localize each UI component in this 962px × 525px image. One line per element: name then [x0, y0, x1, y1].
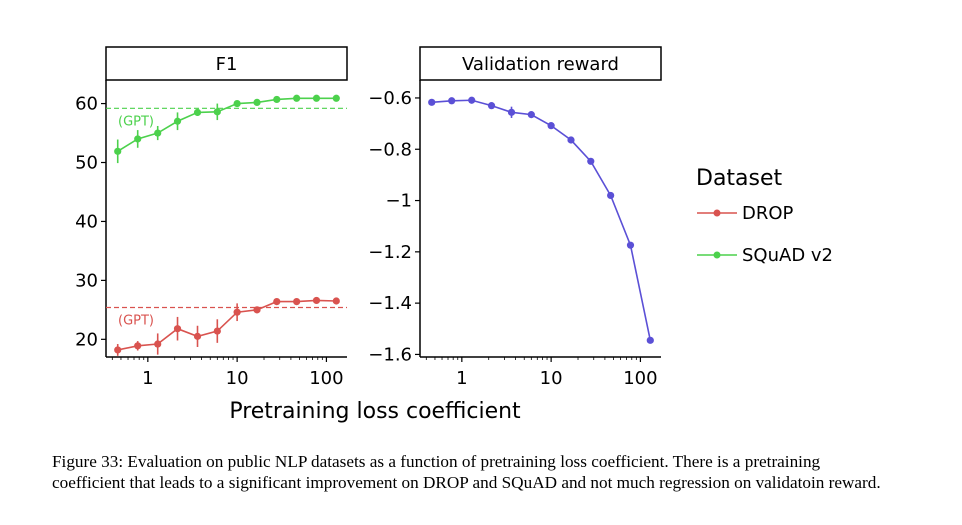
- data-point: [213, 327, 221, 335]
- data-point: [273, 298, 281, 306]
- y-tick-label: −0.6: [368, 88, 412, 109]
- data-point: [587, 157, 595, 165]
- data-point: [547, 122, 555, 130]
- data-point: [233, 308, 241, 316]
- x-tick-label: 1: [456, 368, 467, 389]
- data-point: [134, 342, 142, 350]
- y-tick-label: 50: [75, 153, 98, 174]
- data-point: [567, 136, 575, 144]
- data-point: [253, 306, 261, 314]
- y-tick-label: −0.8: [368, 139, 412, 160]
- y-tick-label: 20: [75, 329, 98, 350]
- data-point: [273, 95, 281, 104]
- y-tick-label: −1: [385, 191, 412, 212]
- gpt-reference-label: (GPT): [118, 114, 154, 129]
- data-point: [626, 241, 635, 249]
- validation-reward-title: Validation reward: [462, 54, 619, 75]
- data-point: [312, 94, 321, 102]
- data-point: [154, 340, 162, 348]
- data-point: [487, 102, 496, 110]
- data-point: [293, 94, 301, 102]
- y-tick-label: −1.2: [368, 242, 412, 263]
- data-point: [114, 147, 122, 155]
- legend-title: Dataset: [696, 166, 783, 191]
- gpt-reference-label: (GPT): [118, 313, 154, 328]
- data-point: [114, 346, 122, 354]
- data-point: [468, 96, 476, 104]
- legend-drop-label: DROP: [742, 203, 794, 224]
- x-tick-label: 1: [142, 368, 153, 389]
- data-point: [233, 99, 241, 108]
- x-axis-label: Pretraining loss coefficient: [229, 399, 521, 424]
- series-line: [431, 99, 652, 341]
- validation-reward-panel: Validation reward −0.6 −0.8 −1 −1.2 −1.4 −1.6…: [368, 46, 662, 389]
- x-tick-label: 100: [309, 368, 343, 389]
- data-point: [507, 108, 516, 116]
- figure: F1 20 30 40 50 60 1 10 100 (GPT) (GPT) Validati…: [75, 46, 833, 424]
- data-point: [213, 108, 221, 116]
- legend: Dataset DROP SQuAD v2: [696, 166, 833, 266]
- data-point: [134, 135, 142, 143]
- data-point: [646, 336, 654, 344]
- data-point: [448, 97, 456, 105]
- y-tick-label: 30: [75, 270, 98, 291]
- x-tick-label: 10: [540, 368, 563, 389]
- data-point: [193, 108, 202, 117]
- y-tick-label: 60: [75, 94, 98, 115]
- data-point: [193, 332, 202, 340]
- data-point: [332, 94, 340, 102]
- data-point: [332, 297, 340, 305]
- y-tick-label: −1.4: [368, 293, 412, 314]
- f1-title: F1: [216, 54, 238, 75]
- data-point: [293, 298, 301, 306]
- legend-squad-marker: [713, 251, 721, 259]
- legend-squad-label: SQuAD v2: [742, 245, 833, 266]
- data-point: [312, 296, 321, 305]
- legend-item-drop: DROP: [697, 203, 794, 224]
- f1-title-box: [105, 46, 348, 81]
- data-point: [154, 129, 162, 137]
- y-tick-label: −1.6: [368, 344, 412, 365]
- x-tick-label: 10: [226, 368, 249, 389]
- data-point: [428, 98, 436, 106]
- data-point: [173, 325, 182, 333]
- f1-panel: F1 20 30 40 50 60 1 10 100 (GPT) (GPT): [75, 46, 348, 389]
- legend-drop-marker: [713, 209, 721, 217]
- y-tick-label: 40: [75, 211, 98, 232]
- data-point: [173, 117, 182, 125]
- data-point: [527, 111, 535, 119]
- legend-item-squad: SQuAD v2: [697, 245, 833, 266]
- data-point: [607, 191, 615, 200]
- validation-reward-title-box: [419, 46, 662, 81]
- figure-caption: Figure 33: Evaluation on public NLP data…: [52, 452, 881, 492]
- x-tick-label: 100: [623, 368, 657, 389]
- data-point: [253, 98, 261, 106]
